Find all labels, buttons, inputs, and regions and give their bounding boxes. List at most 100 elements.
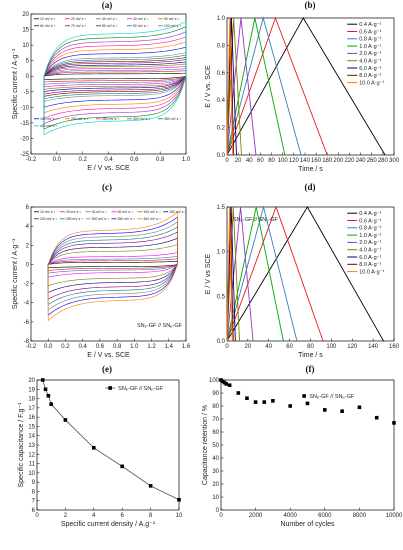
x-tick-label: 280 [378,158,389,164]
legend-label: 150 mV s⁻¹ [40,117,58,121]
y-tick-label: 60 [212,430,219,436]
cv-curve [43,61,187,92]
gcd-curve [226,205,324,342]
data-point [323,408,327,412]
y-tick-label: 0 [26,74,30,80]
legend-label: 1.0 A·g⁻¹ [359,44,381,50]
y-tick-label: -4 [24,301,30,307]
y-tick-label: 1.0 [217,16,226,22]
x-tick-label: 180 [322,158,333,164]
panel-label: (a) [102,0,113,10]
x-tick-label: 160 [311,158,322,164]
legend-label: 0.4 A·g⁻¹ [359,211,381,217]
panel-label: (f) [306,364,315,374]
legend-marker [108,386,112,390]
gcd-curve [226,17,234,156]
data-point [271,399,275,403]
panel-label: (d) [305,182,316,192]
x-tick-label: 4 [92,513,96,519]
x-tick-label: -0.2 [26,157,37,163]
y-tick-label: 11 [29,462,36,468]
annotation: SNₚ-GF // SNₚ-GF [233,217,279,223]
legend-label: 350 mV s⁻¹ [118,217,136,221]
cv-curve [43,68,187,85]
data-point [177,497,181,502]
y-tick-label: 50 [212,443,219,449]
x-tick-label: 8 [149,513,153,519]
y-axis-label: Specific current / A·g⁻¹ [12,238,19,309]
cv-curve [47,258,178,271]
chart-panel-6: 0 2000 4000 6000 8000 10000 0 10 20 30 40 50 60 70 80 9… [202,364,403,528]
x-tick-label: 20 [245,344,252,350]
x-tick-label: 2000 [249,513,263,519]
y-tick-label: 5 [26,59,30,65]
y-tick-label: 90 [212,391,219,397]
x-tick-label: 120 [347,344,358,350]
legend-label: 10 mV s⁻¹ [40,17,56,21]
x-axis-label: Specific current density / A.g⁻¹ [61,521,156,528]
x-axis-label: E / V vs. SCE [87,165,130,172]
y-axis-label: Specific capacitance / F.g⁻¹ [18,402,25,488]
x-tick-label: 40 [265,344,272,350]
gcd-curve [226,205,298,342]
y-tick-label: 9 [32,480,36,486]
data-point [40,378,45,382]
y-tick-label: 70 [212,417,219,423]
x-tick-label: 0 [225,158,229,164]
legend-label: 4.0 A·g⁻¹ [359,248,381,254]
legend-label: 6.0 A·g⁻¹ [359,255,381,261]
y-axis-label: Capacitance retention / % [202,405,209,485]
x-tick-label: 0.0 [44,344,53,350]
x-tick-label: 1.6 [182,344,191,350]
legend-label: 250 mV s⁻¹ [66,217,84,221]
gcd-curve [226,17,242,156]
x-tick-label: 6000 [318,513,332,519]
legend-label: 50 mV s⁻¹ [118,210,134,214]
x-tick-label: -0.2 [26,344,37,350]
y-tick-label: 0.4 [217,98,226,104]
y-tick-label: 80 [212,404,219,410]
x-tick-label: 0.2 [61,344,70,350]
x-tick-label: 260 [367,158,378,164]
y-tick-label: 1.0 [217,250,226,256]
panel-label: (e) [102,364,112,374]
series-line [42,379,180,501]
data-point [262,400,267,404]
y-tick-label: 7 [32,499,36,505]
data-point [236,391,241,395]
x-tick-label: 240 [356,158,367,164]
cv-curve [43,36,187,119]
cv-curve [47,252,178,278]
legend-label: SNₚ-GF // SNₚ-GF [309,394,355,400]
y-tick-label: 20 [28,378,35,384]
legend-label: 20 mV s⁻¹ [66,210,82,214]
gcd-curve [226,17,386,156]
y-tick-label: 6 [26,205,30,211]
y-tick-label: 10 [22,43,29,49]
x-axis-label: Number of cycles [280,521,335,528]
y-tick-label: 6 [32,508,36,514]
x-tick-label: 80 [307,344,314,350]
legend-label: 70 mV s⁻¹ [71,24,87,28]
y-tick-label: -15 [20,121,29,127]
y-tick-label: -10 [20,105,29,111]
x-tick-label: 0.8 [113,344,122,350]
gcd-curve [226,206,284,342]
chart-panel-3: -0.2 0.0 0.2 0.4 0.6 0.8 1.0 1.2 1.4 1.6 -8 -6 -4 -2 0… [12,182,191,359]
data-point [374,415,379,420]
legend-label: 400 mV s⁻¹ [40,124,58,128]
legend-label: 60 mV s⁻¹ [40,24,56,28]
chart-panel-1: -0.2 0.0 0.2 0.4 0.6 0.8 1.0 -25 -20 -15 -10 -5 0 5 10… [12,0,191,172]
x-tick-label: 0.2 [78,157,87,163]
legend-label: 90 mV s⁻¹ [133,24,149,28]
x-tick-label: 40 [246,158,253,164]
legend-label: 40 mV s⁻¹ [133,17,149,21]
data-point [49,402,53,406]
legend-label: 200 mV s⁻¹ [71,117,89,121]
x-tick-label: 160 [389,344,400,350]
legend-label: 1.0 A·g⁻¹ [359,233,381,239]
y-tick-label: 20 [22,12,29,18]
data-point [43,387,48,392]
y-axis-label: Specific current / A·g⁻¹ [12,48,19,119]
y-tick-label: -8 [24,339,30,345]
